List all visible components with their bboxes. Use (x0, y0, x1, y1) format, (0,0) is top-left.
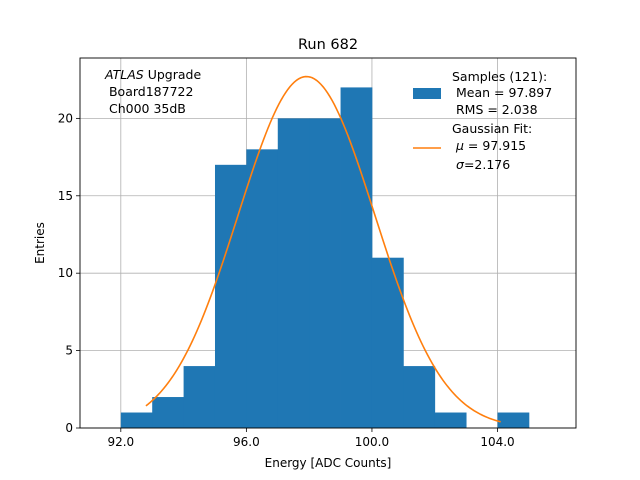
histogram-bar-7 (340, 87, 373, 429)
x-tick-label: 96.0 (233, 435, 260, 449)
legend-fit-sigma: σ=2.176 (456, 157, 510, 172)
plot-area: 92.0 96.0 100.0 104.0 0 5 10 15 20 (58, 57, 577, 449)
legend-sigma-value: =2.176 (464, 157, 510, 172)
legend-fit-title: Gaussian Fit: (452, 121, 532, 136)
legend-samples-swatch (413, 88, 441, 99)
histogram-bar-6 (309, 118, 341, 428)
histogram-bars (120, 87, 530, 429)
y-axis-ticks: 0 5 10 15 20 (58, 111, 80, 435)
atlas-annotation: ATLAS Upgrade Board187722 Ch000 35dB (104, 67, 201, 116)
axes-frame (79, 57, 577, 429)
histogram-bar-2 (183, 366, 216, 428)
legend-samples-rms: RMS = 2.038 (452, 102, 538, 117)
annotation-line-3: Ch000 35dB (105, 101, 186, 116)
y-axis-label: Entries (33, 222, 47, 264)
histogram-bar-3 (214, 164, 247, 429)
x-tick-label: 100.0 (355, 435, 389, 449)
y-tick-label: 10 (58, 266, 73, 280)
annotation-atlas-italic: ATLAS (104, 67, 144, 82)
y-tick-label: 20 (58, 111, 73, 125)
legend-fit-mu: μ = 97.915 (455, 138, 526, 153)
y-tick-label: 0 (65, 421, 73, 435)
histogram-bar-5 (277, 118, 310, 428)
annotation-line-2: Board187722 (105, 84, 193, 99)
legend-mu-symbol: μ (455, 138, 464, 153)
legend-samples-title: Samples (121): (452, 69, 547, 84)
histogram-bar-4 (246, 149, 279, 428)
chart-title: Run 682 (298, 37, 358, 53)
y-tick-label: 5 (65, 344, 73, 358)
legend-mu-value: = 97.915 (464, 138, 526, 153)
histogram-bar-9 (403, 366, 436, 428)
annotation-line-1: ATLAS Upgrade (104, 67, 201, 82)
gaussian-fit-curve (145, 75, 501, 423)
y-tick-label: 15 (58, 189, 73, 203)
legend: Samples (121): Mean = 97.897 RMS = 2.038… (413, 69, 552, 172)
x-tick-label: 104.0 (480, 435, 514, 449)
histogram-bar-12 (497, 412, 530, 428)
x-axis-ticks: 92.0 96.0 100.0 104.0 (107, 428, 515, 449)
legend-sigma-symbol: σ (456, 157, 465, 172)
histogram-bar-8 (371, 257, 404, 428)
histogram-bar-0 (120, 412, 153, 428)
histogram-bar-1 (152, 397, 184, 428)
x-axis-label: Energy [ADC Counts] (265, 456, 392, 470)
histogram-bar-10 (434, 412, 467, 428)
x-tick-label: 92.0 (107, 435, 134, 449)
legend-samples-mean: Mean = 97.897 (452, 85, 552, 100)
annotation-upgrade: Upgrade (144, 67, 202, 82)
